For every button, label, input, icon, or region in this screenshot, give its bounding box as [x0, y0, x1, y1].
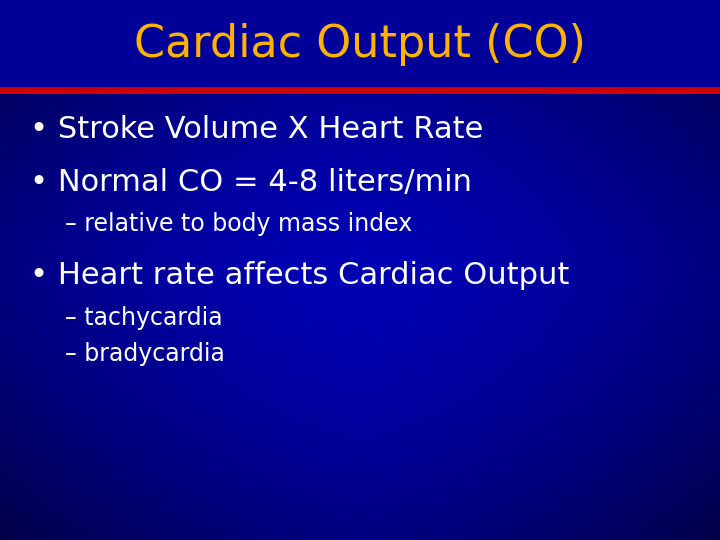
Text: • Normal CO = 4-8 liters/min: • Normal CO = 4-8 liters/min	[30, 167, 472, 197]
Text: • Heart rate affects Cardiac Output: • Heart rate affects Cardiac Output	[30, 261, 570, 291]
Text: • Stroke Volume X Heart Rate: • Stroke Volume X Heart Rate	[30, 116, 483, 145]
Text: Cardiac Output (CO): Cardiac Output (CO)	[134, 24, 586, 66]
Text: – relative to body mass index: – relative to body mass index	[65, 212, 413, 236]
Text: – bradycardia: – bradycardia	[65, 342, 225, 366]
Bar	[0, 0, 720, 90]
Text: – tachycardia: – tachycardia	[65, 306, 222, 330]
